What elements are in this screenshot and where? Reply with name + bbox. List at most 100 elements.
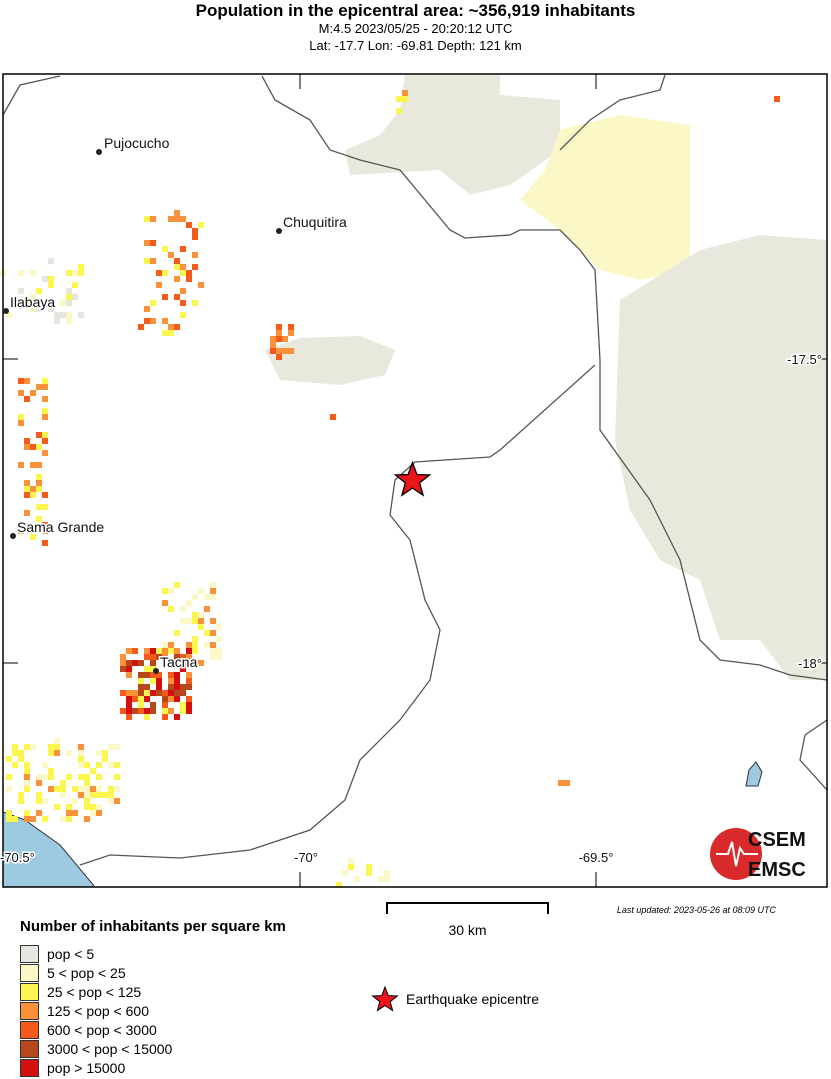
population-cell [30, 390, 36, 396]
border-line [799, 719, 828, 791]
lat-tick-label: -18° [798, 656, 822, 671]
population-cell [84, 774, 90, 780]
population-cell [162, 294, 168, 300]
city-marker [153, 668, 159, 674]
population-cell [126, 666, 132, 672]
population-cell [12, 762, 18, 768]
city-label: Tacna [160, 654, 198, 670]
population-cell [24, 816, 30, 822]
population-cell [42, 450, 48, 456]
population-cell [156, 648, 162, 654]
epicentre-star-icon[interactable] [393, 460, 432, 497]
population-cell [84, 816, 90, 822]
population-cell [96, 750, 102, 756]
population-cell [42, 774, 48, 780]
legend-item: 600 < pop < 3000 [20, 1020, 157, 1039]
population-cell [30, 744, 36, 750]
population-cell [6, 774, 12, 780]
population-cell [180, 312, 186, 318]
population-cell [336, 882, 342, 888]
population-cell [162, 600, 168, 606]
scale-bar [386, 902, 549, 914]
population-cells [0, 90, 780, 888]
population-cell [126, 696, 132, 702]
population-cell [150, 690, 156, 696]
population-cell [168, 642, 174, 648]
population-cell [174, 678, 180, 684]
population-cell [366, 864, 372, 870]
population-cell [210, 648, 216, 654]
population-cell [24, 378, 30, 384]
population-cell [192, 642, 198, 648]
population-map[interactable]: -17.5° -18° -70.5° -70° -69.5° Pujocucho… [0, 70, 831, 890]
legend-label: 25 < pop < 125 [47, 983, 142, 1000]
border-line [79, 74, 666, 866]
population-cell [180, 708, 186, 714]
population-cell [402, 90, 408, 96]
population-cell [36, 306, 42, 312]
population-cell [120, 660, 126, 666]
population-cell [126, 648, 132, 654]
population-cell [18, 750, 24, 756]
population-cell [36, 516, 42, 522]
population-cell [18, 792, 24, 798]
population-cell [42, 540, 48, 546]
population-cell [84, 792, 90, 798]
population-cell [156, 270, 162, 276]
population-cell [174, 696, 180, 702]
population-cell [96, 774, 102, 780]
population-cell [198, 624, 204, 630]
population-cell [18, 390, 24, 396]
population-cell [144, 708, 150, 714]
population-cell [174, 672, 180, 678]
low-pop-area [520, 115, 690, 280]
population-cell [30, 270, 36, 276]
population-cell [48, 744, 54, 750]
population-cell [42, 384, 48, 390]
population-cell [180, 618, 186, 624]
population-cell [54, 804, 60, 810]
population-cell [66, 294, 72, 300]
population-cell [174, 264, 180, 270]
population-cell [78, 786, 84, 792]
population-cell [24, 480, 30, 486]
population-cell [204, 606, 210, 612]
population-cell [402, 96, 408, 102]
population-cell [342, 870, 348, 876]
population-cell [96, 810, 102, 816]
population-cell [42, 504, 48, 510]
city-marker [10, 533, 16, 539]
city-label: Ilabaya [10, 294, 55, 310]
population-cell [66, 810, 72, 816]
population-cell [78, 750, 84, 756]
population-cell [102, 756, 108, 762]
population-cell [162, 330, 168, 336]
population-cell [42, 414, 48, 420]
population-cell [150, 702, 156, 708]
population-cell [288, 348, 294, 354]
logo-top-text: CSEM [748, 829, 806, 851]
population-cell [18, 288, 24, 294]
population-cell [186, 270, 192, 276]
population-cell [276, 354, 282, 360]
population-cell [180, 690, 186, 696]
population-cell [42, 378, 48, 384]
population-cell [66, 750, 72, 756]
population-cell [48, 750, 54, 756]
population-cell [180, 684, 186, 690]
map-frame [2, 73, 828, 888]
population-cell [24, 774, 30, 780]
population-cell [54, 786, 60, 792]
population-cell [354, 876, 360, 882]
population-cell [276, 336, 282, 342]
population-cell [162, 690, 168, 696]
city-marker [96, 149, 102, 155]
population-cell [216, 654, 222, 660]
population-cell [162, 588, 168, 594]
population-cell [138, 324, 144, 330]
population-cell [114, 774, 120, 780]
population-cell [156, 654, 162, 660]
population-cell [282, 336, 288, 342]
population-cell [186, 276, 192, 282]
population-cell [30, 486, 36, 492]
